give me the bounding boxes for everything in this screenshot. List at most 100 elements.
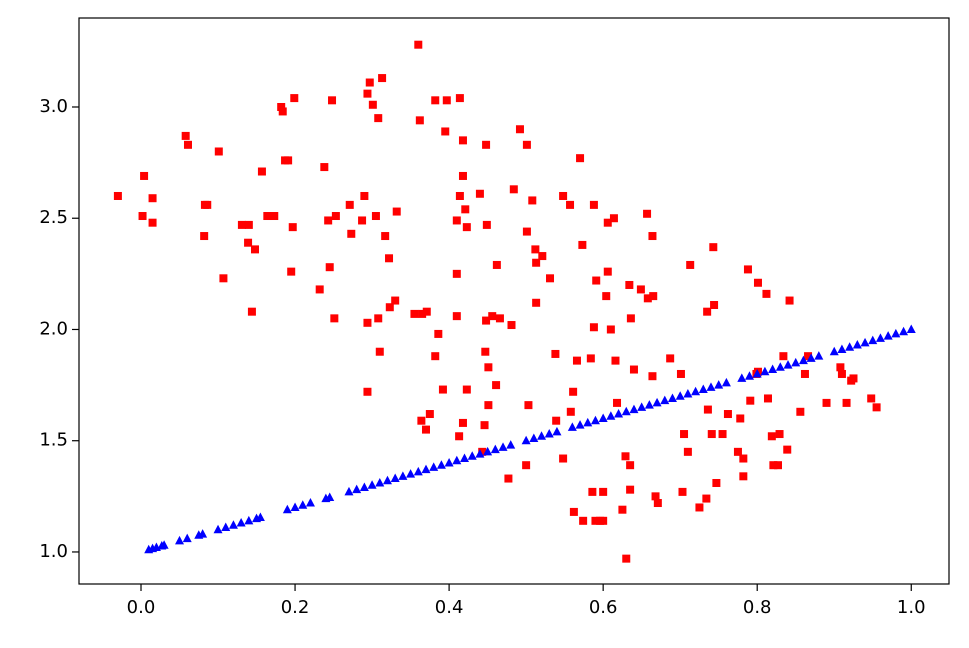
square-point [599, 516, 608, 525]
square-point [358, 216, 367, 225]
square-point [363, 318, 372, 327]
y-tick-label: 3.0 [39, 96, 68, 117]
square-point [183, 140, 192, 149]
triangle-point [255, 512, 265, 521]
triangle-point [891, 328, 901, 338]
triangle-point [490, 444, 500, 454]
square-point [763, 394, 772, 403]
square-point [703, 405, 712, 414]
triangle-point [537, 431, 547, 440]
triangle-point [652, 397, 662, 407]
square-point [603, 218, 612, 227]
square-point [566, 407, 575, 416]
triangle-point [791, 357, 801, 367]
square-point [219, 274, 228, 283]
square-point [849, 374, 858, 383]
triangle-point [721, 377, 731, 387]
triangle-point [298, 500, 308, 509]
triangle-point [698, 384, 708, 394]
square-point [270, 212, 279, 221]
square-point [482, 140, 491, 149]
square-point [626, 485, 635, 494]
square-point [203, 200, 212, 209]
triangle-point [367, 480, 377, 489]
square-point [769, 461, 778, 470]
square-point [425, 410, 434, 419]
square-point [651, 492, 660, 501]
square-point [492, 381, 501, 390]
triangle-point [352, 484, 362, 494]
square-point [452, 312, 461, 321]
square-point [822, 398, 831, 407]
square-point [648, 372, 657, 381]
square-point [371, 212, 380, 221]
x-tick-label: 0.8 [743, 597, 772, 618]
square-point [414, 40, 423, 49]
square-point [290, 94, 299, 103]
square-point [374, 114, 383, 123]
triangle-point [325, 492, 335, 501]
square-point [320, 163, 329, 172]
square-point [804, 352, 813, 361]
plot-frame [78, 17, 950, 585]
triangle-point [598, 413, 608, 422]
square-point [775, 430, 784, 439]
square-point [492, 260, 501, 269]
square-point [836, 363, 845, 372]
square-point [653, 499, 662, 508]
square-point [785, 296, 794, 305]
triangle-point [775, 362, 785, 371]
triangle-point [305, 498, 315, 507]
triangle-point [398, 471, 408, 480]
triangle-point [213, 524, 223, 534]
square-point [676, 369, 685, 378]
triangle-point [421, 464, 431, 474]
square-point [686, 260, 695, 269]
square-point [546, 274, 555, 283]
square-point [569, 507, 578, 516]
square-point [551, 349, 560, 358]
square-point [462, 223, 471, 232]
triangle-point [798, 355, 808, 365]
square-point [837, 369, 846, 378]
triangle-point [660, 395, 670, 405]
square-point [410, 309, 419, 318]
triangle-point [406, 469, 416, 478]
square-point [626, 314, 635, 323]
square-point [618, 505, 627, 514]
square-point [441, 127, 450, 136]
square-point [251, 245, 260, 254]
square-point [613, 398, 622, 407]
triangle-point [544, 429, 554, 438]
square-point [746, 396, 755, 405]
square-point [247, 307, 256, 316]
square-point [385, 254, 394, 263]
triangle-point [483, 446, 493, 456]
triangle-point [159, 540, 169, 549]
square-point [363, 89, 372, 98]
square-point [606, 325, 615, 334]
square-point [214, 147, 223, 156]
square-point [743, 265, 752, 274]
square-point [378, 74, 387, 83]
square-point [415, 116, 424, 125]
triangle-point [444, 457, 454, 467]
square-point [872, 403, 881, 412]
triangle-point [868, 335, 878, 345]
square-point [461, 205, 470, 214]
square-point [538, 252, 547, 261]
square-point [636, 285, 645, 294]
triangle-point [875, 333, 885, 342]
square-point [507, 321, 516, 330]
square-point [417, 416, 426, 425]
square-point [284, 156, 293, 165]
y-tick-label: 1.0 [39, 541, 68, 562]
square-point [200, 232, 209, 241]
triangle-point [906, 324, 916, 333]
triangle-point [852, 340, 862, 349]
triangle-point [436, 460, 446, 469]
square-point [315, 285, 324, 294]
square-point [723, 410, 732, 419]
square-point [762, 289, 771, 298]
